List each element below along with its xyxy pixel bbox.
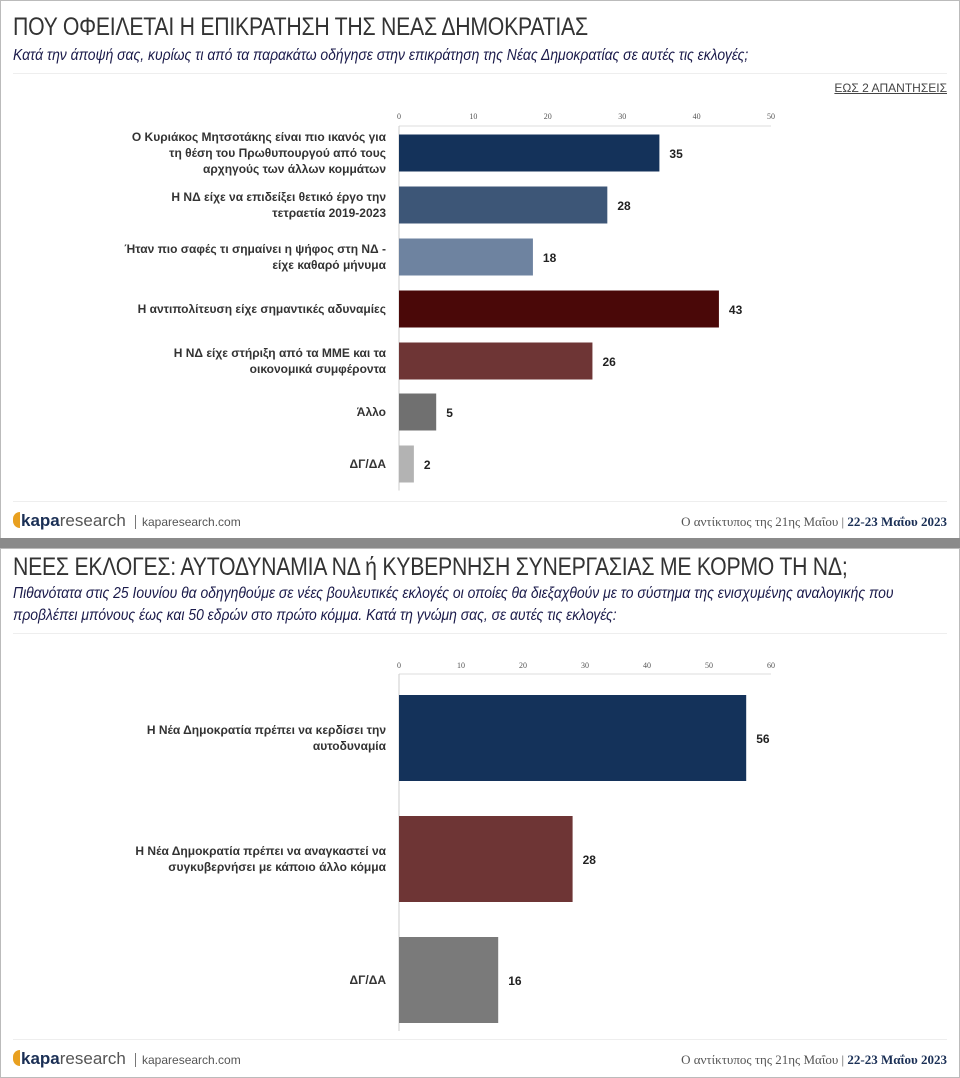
divider bbox=[13, 73, 947, 74]
separator bbox=[0, 538, 960, 548]
category-label: Άλλο bbox=[357, 405, 386, 419]
bar bbox=[399, 816, 573, 902]
data-label: 28 bbox=[617, 199, 631, 213]
category-label: ΔΓ/ΔΑ bbox=[350, 457, 387, 471]
bar bbox=[399, 186, 608, 224]
x-tick-label: 0 bbox=[397, 112, 401, 121]
category-label: αρχηγούς των άλλων κομμάτων bbox=[203, 162, 386, 176]
kapa-logo: kaparesearch bbox=[13, 511, 126, 531]
data-label: 43 bbox=[729, 303, 743, 317]
x-tick-label: 20 bbox=[519, 661, 527, 670]
category-label: ΔΓ/ΔΑ bbox=[350, 973, 387, 987]
x-tick-label: 10 bbox=[469, 112, 477, 121]
data-label: 18 bbox=[543, 251, 557, 265]
category-label: συγκυβερνήσει με κάποιο άλλο κόμμα bbox=[168, 860, 386, 874]
category-label: Ο Κυριάκος Μητσοτάκης είναι πιο ικανός γ… bbox=[132, 130, 387, 144]
bar-chart-1: 0 10 20 30 40 50 35 Ο Κυριάκος Μητσοτάκης είναι… bbox=[124, 112, 775, 491]
footer-date: Ο αντίκτυπος της 21ης Μαΐου | 22-23 Μαΐο… bbox=[681, 1052, 947, 1067]
bar bbox=[399, 290, 719, 328]
chart-title: ΝΕΕΣ ΕΚΛΟΓΕΣ: ΑΥΤΟΔΥΝΑΜΙΑ ΝΔ ή ΚΥΒΕΡΝΗΣΗ… bbox=[13, 553, 848, 581]
chart-subtitle: Κατά την άποψή σας, κυρίως τι από τα παρ… bbox=[13, 47, 749, 64]
data-label: 26 bbox=[602, 355, 616, 369]
category-label: Η ΝΔ είχε να επιδείξει θετικό έργο την bbox=[171, 190, 386, 204]
chart-subtitle: Πιθανότατα στις 25 Ιουνίου θα οδηγηθούμε… bbox=[13, 585, 894, 624]
chart-title: ΠΟΥ ΟΦΕΙΛΕΤΑΙ Η ΕΠΙΚΡΑΤΗΣΗ ΤΗΣ ΝΕΑΣ ΔΗΜΟ… bbox=[13, 13, 588, 41]
bar bbox=[399, 445, 414, 483]
data-label: 2 bbox=[424, 458, 431, 472]
footer: kaparesearch kaparesearch.com Ο αντίκτυπ… bbox=[13, 511, 947, 533]
category-label: Η Νέα Δημοκρατία πρέπει να κερδίσει την bbox=[147, 723, 387, 737]
category-label: Η ΝΔ είχε στήριξη από τα ΜΜΕ και τα bbox=[174, 346, 387, 360]
category-label: οικονομικά συμφέροντα bbox=[250, 362, 387, 376]
x-tick-label: 40 bbox=[693, 112, 701, 121]
category-label: τη θέση του Πρωθυπουργού από τους bbox=[169, 146, 386, 160]
bar bbox=[399, 134, 660, 172]
divider bbox=[13, 633, 947, 634]
x-tick-label: 30 bbox=[581, 661, 589, 670]
data-label: 5 bbox=[446, 406, 453, 420]
data-label: 16 bbox=[508, 974, 522, 988]
bar bbox=[399, 238, 533, 276]
data-label: 28 bbox=[583, 853, 597, 867]
footer: kaparesearch kaparesearch.com Ο αντίκτυπ… bbox=[13, 1049, 947, 1071]
bar bbox=[399, 342, 593, 380]
x-tick-label: 50 bbox=[705, 661, 713, 670]
data-label: 35 bbox=[669, 147, 683, 161]
x-tick-label: 50 bbox=[767, 112, 775, 121]
bar bbox=[399, 937, 499, 1023]
x-tick-label: 20 bbox=[544, 112, 552, 121]
x-tick-label: 0 bbox=[397, 661, 401, 670]
divider bbox=[13, 1039, 947, 1040]
kapa-logo: kaparesearch bbox=[13, 1049, 126, 1069]
data-label: 56 bbox=[756, 732, 770, 746]
answer-note: ΕΩΣ 2 ΑΠΑΝΤΗΣΕΙΣ bbox=[834, 81, 947, 95]
bar-chart-2: 0 10 20 30 40 50 60 56 Η Νέα Δημοκρατία πρέπει ν… bbox=[135, 661, 775, 1031]
bar bbox=[399, 695, 747, 781]
divider bbox=[13, 501, 947, 502]
category-label: τετραετία 2019-2023 bbox=[272, 206, 386, 220]
category-label: αυτοδυναμία bbox=[313, 739, 387, 753]
footer-url[interactable]: kaparesearch.com bbox=[135, 1053, 241, 1067]
category-label: Ήταν πιο σαφές τι σημαίνει η ψήφος στη Ν… bbox=[124, 242, 386, 256]
x-tick-label: 60 bbox=[767, 661, 775, 670]
footer-date: Ο αντίκτυπος της 21ης Μαΐου | 22-23 Μαΐο… bbox=[681, 514, 947, 529]
category-label: Η αντιπολίτευση είχε σημαντικές αδυναμίε… bbox=[138, 302, 386, 316]
x-tick-label: 30 bbox=[618, 112, 626, 121]
footer-url[interactable]: kaparesearch.com bbox=[135, 515, 241, 529]
x-tick-label: 10 bbox=[457, 661, 465, 670]
x-tick-label: 40 bbox=[643, 661, 651, 670]
bar bbox=[399, 393, 437, 431]
category-label: Η Νέα Δημοκρατία πρέπει να αναγκαστεί να bbox=[135, 844, 386, 858]
category-label: είχε καθαρό μήνυμα bbox=[272, 258, 386, 272]
panel-nd-victory: ΠΟΥ ΟΦΕΙΛΕΤΑΙ Η ΕΠΙΚΡΑΤΗΣΗ ΤΗΣ ΝΕΑΣ ΔΗΜΟ… bbox=[0, 0, 960, 539]
panel-new-elections: ΝΕΕΣ ΕΚΛΟΓΕΣ: ΑΥΤΟΔΥΝΑΜΙΑ ΝΔ ή ΚΥΒΕΡΝΗΣΗ… bbox=[0, 548, 960, 1078]
